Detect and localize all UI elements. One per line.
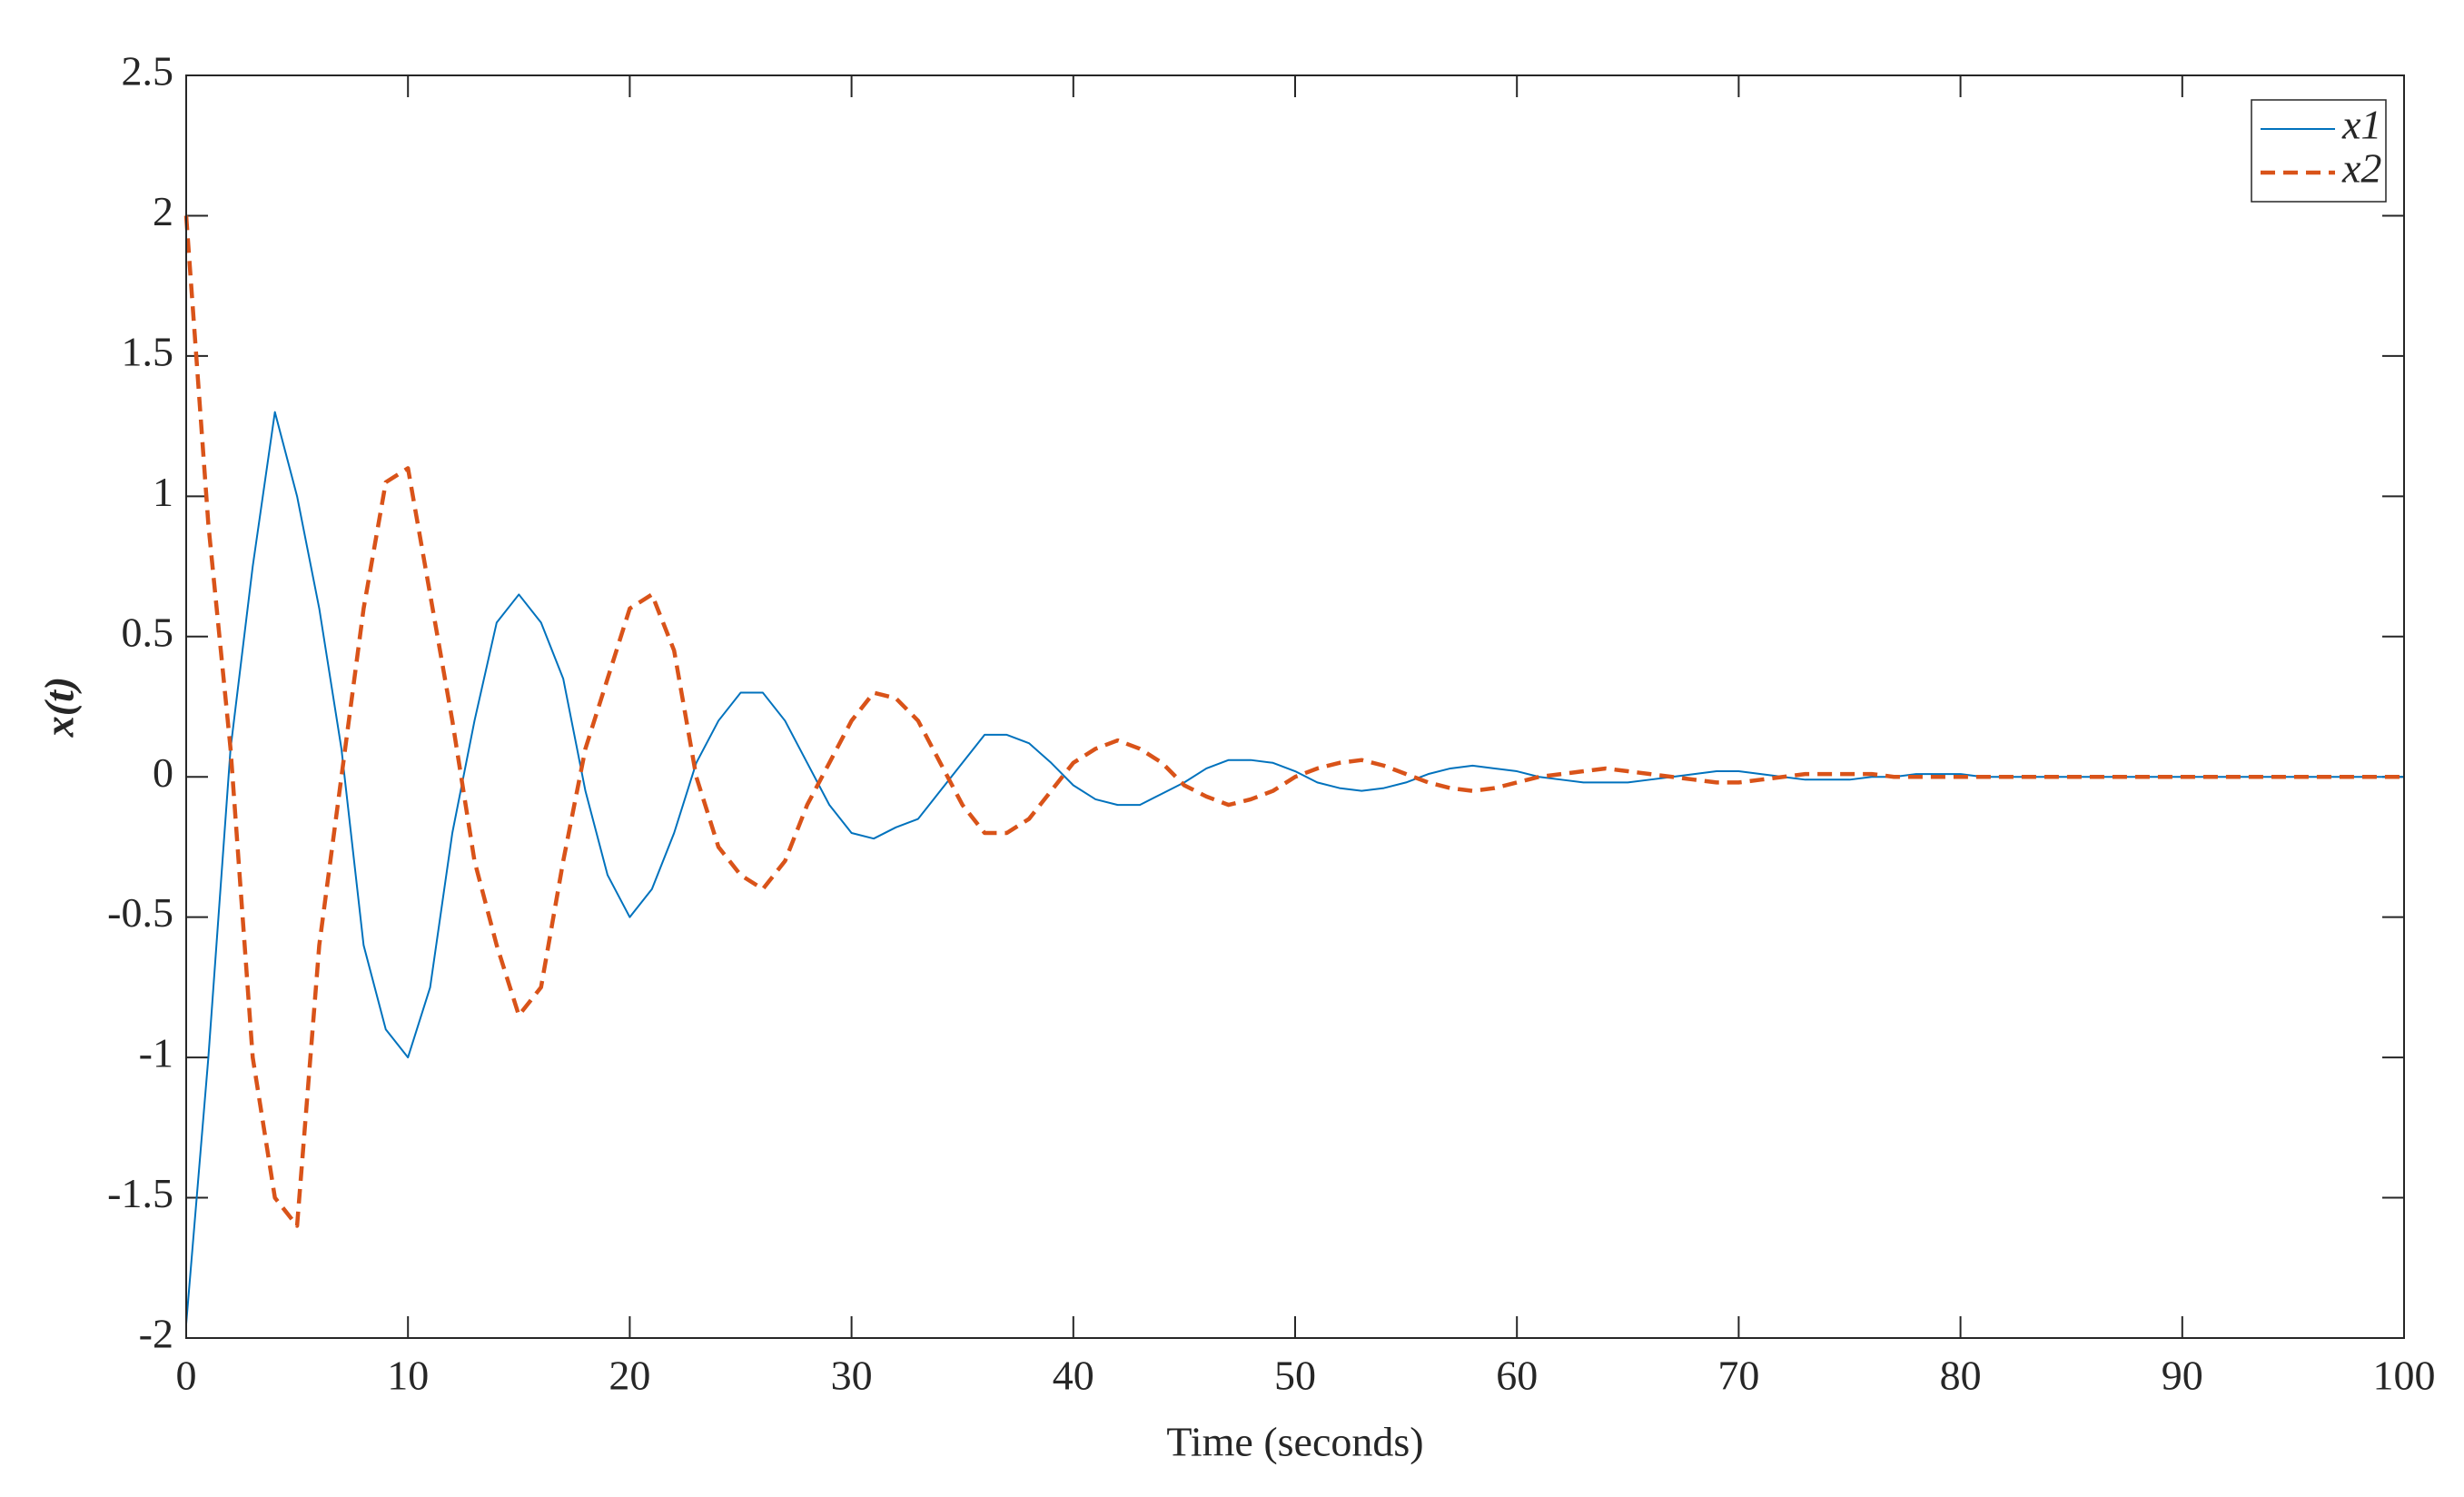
x-tick-label: 20 (609, 1353, 650, 1399)
legend-label: x2 (2341, 145, 2381, 192)
x-tick-label: 50 (1274, 1353, 1316, 1399)
y-tick-label: 0.5 (122, 609, 174, 655)
y-tick-label: 0 (153, 749, 173, 796)
y-tick-label: -0.5 (107, 889, 173, 936)
y-tick-label: 2.5 (122, 48, 174, 94)
y-tick-label: 2 (153, 188, 173, 234)
axes-box (185, 74, 2405, 1339)
x-tick-label: 90 (2162, 1353, 2203, 1399)
x-tick-label: 0 (176, 1353, 197, 1399)
x-tick-label: 30 (831, 1353, 873, 1399)
y-axis-label: x(t) (36, 677, 83, 738)
x-tick-label: 100 (2373, 1353, 2436, 1399)
x-tick-label: 70 (1717, 1353, 1759, 1399)
legend-label: x1 (2341, 102, 2381, 148)
y-tick-label: -2 (139, 1311, 173, 1357)
y-tick-label: 1.5 (122, 328, 174, 374)
x-tick-label: 10 (387, 1353, 429, 1399)
y-tick-label: -1.5 (107, 1170, 173, 1216)
y-tick-label: -1 (139, 1030, 173, 1076)
x-tick-label: 60 (1496, 1353, 1538, 1399)
legend-box (2251, 99, 2387, 203)
y-tick-label: 1 (153, 469, 173, 515)
x-axis-label: Time (seconds) (1166, 1419, 1423, 1465)
x-tick-label: 80 (1940, 1353, 1982, 1399)
x-tick-label: 40 (1053, 1353, 1094, 1399)
series-line (183, 215, 2404, 1228)
